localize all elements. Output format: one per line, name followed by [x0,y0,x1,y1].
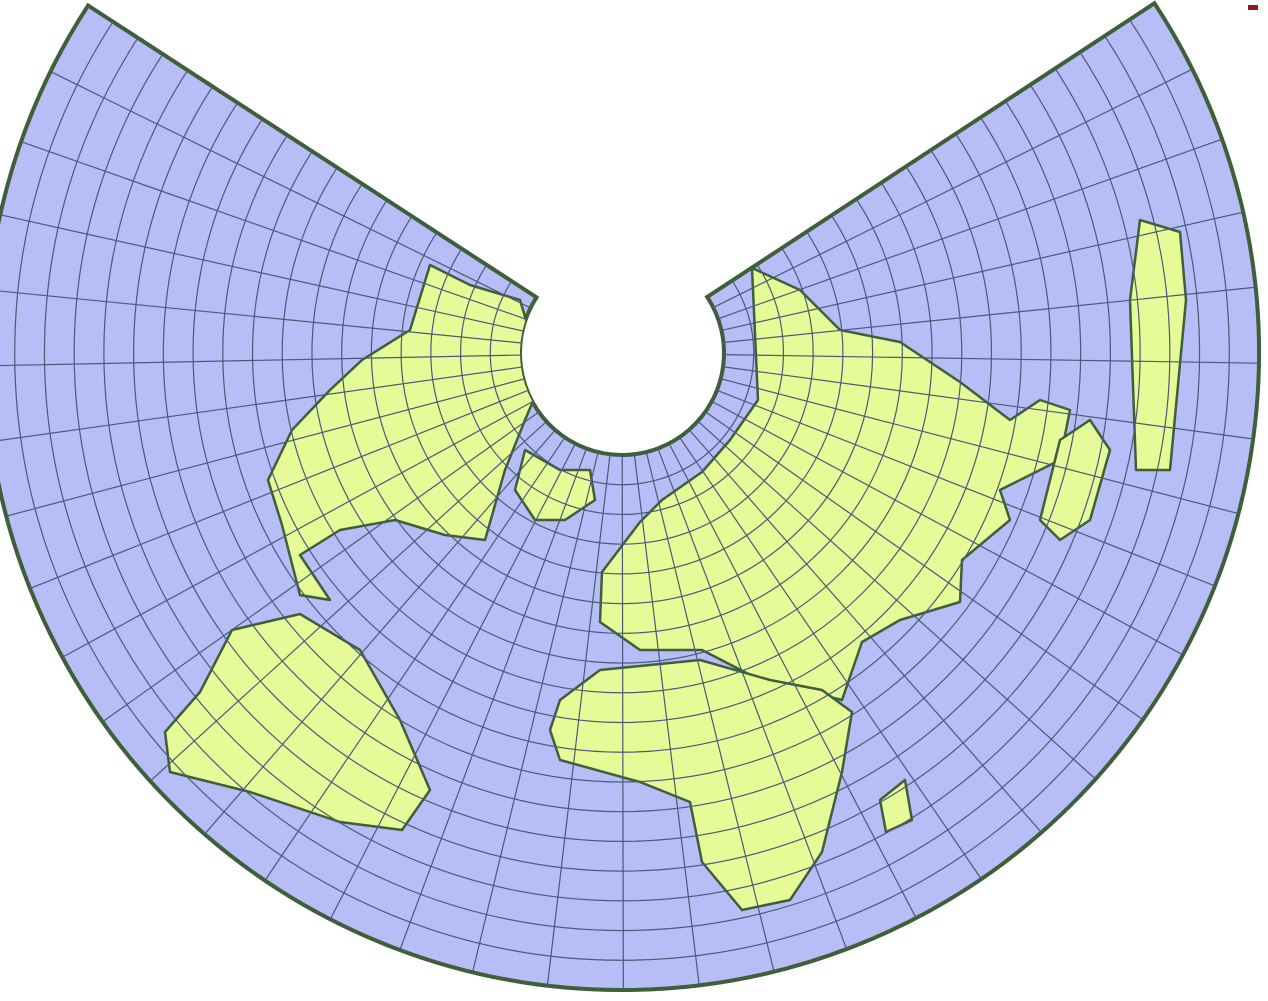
meridian [29,390,528,589]
meridian [657,448,848,950]
meridian [723,354,1259,364]
meridian [102,411,540,723]
parallel [43,3,1201,932]
meridian [621,454,624,990]
meridian [668,443,917,919]
meridian [688,429,1042,833]
meridian [633,454,700,986]
madagascar [878,778,914,834]
meridian [713,68,1193,309]
parallel [192,3,1052,783]
meridian [62,401,533,658]
parallel [251,3,993,724]
meridian [20,141,526,320]
parallel [162,3,1082,813]
meridian [471,452,599,973]
meridian [399,448,587,951]
meridian [705,411,1144,721]
parallel [14,3,1230,961]
meridian [264,437,566,881]
meridian [645,451,775,972]
parallel [103,3,1141,872]
meridian [0,366,522,443]
meridian [679,436,982,880]
meridian [717,138,1223,320]
meridian [720,378,1239,515]
meridian [0,214,523,332]
eastern-archipelago [1038,418,1112,542]
meridian [6,378,524,517]
meridian [149,421,547,782]
parallel [222,3,1022,753]
meridian [204,429,556,835]
landmasses [163,218,1188,912]
meridian [711,400,1184,656]
corner-mark [1248,5,1258,10]
eurasia [598,266,1072,702]
meridian [722,366,1254,440]
parallel [133,3,1111,842]
meridian [0,354,521,367]
parallel [73,3,1171,902]
meridian [50,71,531,309]
meridian [697,420,1096,780]
meridian [329,443,576,920]
meridian [716,389,1216,587]
meridian [546,454,611,986]
greenland [513,448,597,522]
south-america [163,612,432,832]
meridian [721,211,1244,332]
meridian [723,286,1256,344]
meridian [0,289,521,344]
